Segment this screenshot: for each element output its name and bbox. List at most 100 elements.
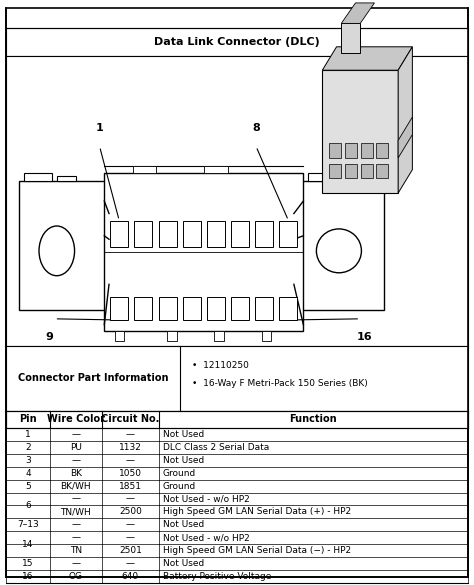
Bar — [133, 166, 156, 173]
Text: Not Used: Not Used — [163, 520, 204, 529]
Text: BK/WH: BK/WH — [61, 481, 91, 491]
Text: Not Used - w/o HP2: Not Used - w/o HP2 — [163, 533, 249, 542]
Text: 1050: 1050 — [119, 469, 142, 478]
Bar — [376, 164, 388, 178]
Bar — [110, 221, 128, 247]
Bar — [24, 173, 52, 181]
Bar — [57, 176, 76, 181]
Bar — [204, 166, 228, 173]
Text: 8: 8 — [252, 123, 260, 133]
Bar — [6, 28, 468, 56]
Text: —: — — [126, 520, 135, 529]
Bar — [158, 297, 176, 320]
Text: 2: 2 — [25, 443, 31, 452]
Bar — [329, 164, 341, 178]
Polygon shape — [341, 3, 374, 23]
Text: Connector Part Information: Connector Part Information — [18, 373, 168, 384]
Text: —: — — [126, 533, 135, 542]
Ellipse shape — [316, 229, 361, 273]
Text: 7–13: 7–13 — [17, 520, 39, 529]
Bar — [135, 297, 152, 320]
Bar — [308, 173, 370, 181]
Bar — [231, 221, 249, 247]
Bar — [207, 221, 225, 247]
Bar — [376, 143, 388, 158]
Bar — [135, 221, 152, 247]
Text: PU: PU — [70, 443, 82, 452]
Text: 6: 6 — [25, 501, 31, 510]
Text: 1: 1 — [96, 123, 103, 133]
FancyBboxPatch shape — [19, 181, 109, 310]
Text: Data Link Connector (DLC): Data Link Connector (DLC) — [154, 37, 320, 47]
Polygon shape — [322, 70, 398, 193]
Text: Not Used: Not Used — [163, 430, 204, 439]
Bar — [262, 331, 271, 341]
Bar — [345, 143, 357, 158]
Text: 5: 5 — [25, 481, 31, 491]
Bar — [6, 56, 468, 346]
FancyBboxPatch shape — [294, 181, 384, 310]
Text: Circuit No.: Circuit No. — [101, 414, 160, 425]
Bar — [214, 331, 224, 341]
Bar — [279, 221, 297, 247]
Text: 9: 9 — [46, 332, 54, 342]
Bar — [182, 297, 201, 320]
Text: —: — — [72, 559, 80, 568]
Bar — [345, 164, 357, 178]
Text: —: — — [126, 494, 135, 504]
Text: —: — — [126, 559, 135, 568]
Bar — [115, 331, 124, 341]
Text: 16: 16 — [22, 572, 34, 581]
Text: TN/WH: TN/WH — [61, 507, 91, 517]
Bar — [6, 411, 468, 428]
Bar — [231, 297, 249, 320]
Text: —: — — [72, 520, 80, 529]
Text: 4: 4 — [25, 469, 31, 478]
Bar — [255, 297, 273, 320]
Text: BK: BK — [70, 469, 82, 478]
Text: Not Used: Not Used — [163, 559, 204, 568]
Bar — [207, 297, 225, 320]
Bar — [110, 297, 128, 320]
Text: —: — — [126, 456, 135, 465]
Bar — [329, 143, 341, 158]
Text: 640: 640 — [122, 572, 139, 581]
Bar — [6, 346, 468, 411]
Text: 1851: 1851 — [119, 481, 142, 491]
Text: Not Used: Not Used — [163, 456, 204, 465]
Text: —: — — [72, 456, 80, 465]
Text: DLC Class 2 Serial Data: DLC Class 2 Serial Data — [163, 443, 269, 452]
Text: 3: 3 — [25, 456, 31, 465]
Text: 16: 16 — [357, 332, 373, 342]
Text: OG: OG — [69, 572, 83, 581]
Bar — [158, 221, 176, 247]
Polygon shape — [341, 23, 360, 53]
Text: —: — — [72, 494, 80, 504]
Text: High Speed GM LAN Serial Data (−) - HP2: High Speed GM LAN Serial Data (−) - HP2 — [163, 546, 351, 555]
Ellipse shape — [39, 226, 74, 276]
Polygon shape — [398, 47, 412, 193]
Text: 2501: 2501 — [119, 546, 142, 555]
Text: —: — — [72, 533, 80, 542]
Bar — [167, 331, 176, 341]
Text: Not Used - w/o HP2: Not Used - w/o HP2 — [163, 494, 249, 504]
Text: •  16-Way F Metri-Pack 150 Series (BK): • 16-Way F Metri-Pack 150 Series (BK) — [192, 378, 368, 388]
Text: 1132: 1132 — [119, 443, 142, 452]
Bar — [255, 221, 273, 247]
Text: 15: 15 — [22, 559, 34, 568]
Text: Ground: Ground — [163, 469, 196, 478]
Text: Function: Function — [290, 414, 337, 425]
Bar — [104, 173, 303, 331]
Text: —: — — [72, 430, 80, 439]
Text: High Speed GM LAN Serial Data (+) - HP2: High Speed GM LAN Serial Data (+) - HP2 — [163, 507, 351, 517]
Text: Wire Color: Wire Color — [47, 414, 105, 425]
Text: TN: TN — [70, 546, 82, 555]
Bar — [279, 297, 297, 320]
Text: Battery Positive Voltage: Battery Positive Voltage — [163, 572, 271, 581]
Bar — [182, 221, 201, 247]
Text: 2500: 2500 — [119, 507, 142, 517]
Text: Pin: Pin — [19, 414, 37, 425]
Bar — [361, 164, 373, 178]
Text: Ground: Ground — [163, 481, 196, 491]
Polygon shape — [322, 47, 412, 70]
